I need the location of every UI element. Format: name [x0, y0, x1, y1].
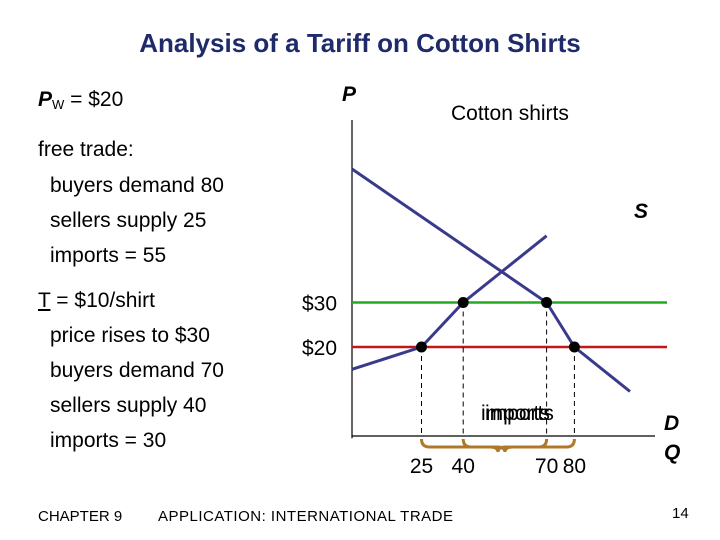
free-trade-item-demand: buyers demand 80 [50, 174, 224, 197]
supply-label: S [634, 200, 648, 223]
x-axis-label: Q [664, 441, 680, 464]
equilibrium-dot [416, 341, 427, 353]
y-axis-label: P [342, 83, 357, 106]
tariff-item-supply: sellers supply 40 [50, 394, 207, 417]
tariff-item-price: price rises to $30 [50, 324, 210, 347]
tariff-heading: T = $10/shirt [38, 289, 155, 312]
pw-value: = $20 [64, 88, 124, 111]
free-trade-item-imports: imports = 55 [50, 244, 167, 267]
equilibrium-dot [541, 297, 553, 308]
x-tick-label: 25 [410, 455, 433, 478]
supply-curve [351, 234, 548, 371]
slide-title: Analysis of a Tariff on Cotton Shirts [139, 28, 581, 58]
demand-curve [351, 167, 631, 393]
pw-symbol: P [38, 88, 53, 111]
equilibrium-dot [568, 341, 580, 353]
free-trade-heading: free trade: [38, 138, 134, 161]
footer-subject: APPLICATION: INTERNATIONAL TRADE [158, 508, 454, 525]
x-tick-label: 80 [563, 455, 586, 478]
tariff-item-imports: imports = 30 [50, 429, 167, 452]
tariff-item-demand: buyers demand 70 [50, 359, 224, 382]
x-tick-label: 40 [452, 455, 475, 478]
chart-title: Cotton shirts [451, 102, 569, 125]
equilibrium-dot [457, 297, 469, 308]
tariff-symbol: T [38, 289, 51, 312]
y-tick-label: $30 [302, 293, 337, 316]
imports-label: imports [481, 402, 550, 425]
free-trade-item-supply: sellers supply 25 [50, 209, 207, 232]
x-tick-label: 70 [535, 455, 558, 478]
demand-label: D [664, 412, 679, 435]
footer-chapter: CHAPTER 9 [38, 508, 123, 525]
imports-label: imports [485, 402, 554, 425]
page-number: 14 [672, 505, 689, 522]
imports-brace-free-trade [420, 438, 576, 453]
y-tick-label: $20 [302, 337, 337, 360]
world-price-label: PW = $20 [38, 88, 123, 112]
imports-brace-tariff [461, 438, 549, 453]
pw-subscript: W [52, 97, 65, 112]
